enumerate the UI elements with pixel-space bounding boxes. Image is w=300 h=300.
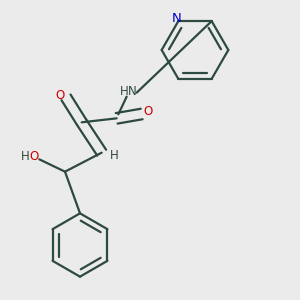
Text: O: O	[143, 106, 152, 118]
Text: H: H	[120, 85, 129, 98]
Text: H: H	[110, 149, 119, 163]
Text: O: O	[30, 150, 39, 163]
Text: N: N	[172, 12, 182, 25]
Text: N: N	[128, 85, 137, 98]
Text: H: H	[21, 150, 30, 163]
Text: O: O	[56, 89, 64, 102]
